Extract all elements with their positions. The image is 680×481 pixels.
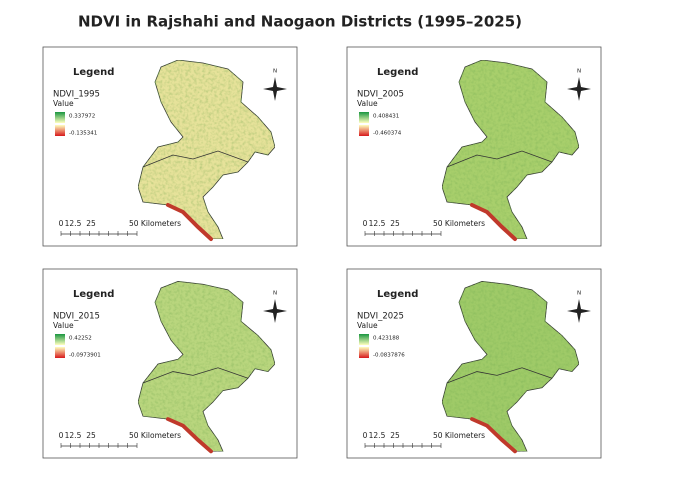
value-label: Value [357, 321, 378, 330]
ramp-high [55, 334, 65, 345]
north-label: N [273, 69, 277, 75]
value-label: Value [357, 99, 378, 108]
legend-low: -0.0837876 [373, 353, 405, 359]
river-bank [166, 417, 213, 454]
layer-name: NDVI_2005 [357, 90, 404, 100]
district-boundary [142, 150, 249, 168]
legend-high: 0.337972 [69, 114, 95, 120]
north-arrow [263, 299, 287, 323]
layer-name: NDVI_1995 [53, 90, 100, 100]
scale-label: 12.5 [65, 219, 82, 228]
ramp-high [359, 334, 369, 345]
district-area [441, 59, 580, 240]
legend-low: -0.0973901 [69, 353, 101, 359]
ramp-low [359, 347, 369, 358]
north-arrow [567, 299, 591, 323]
ramp-high [55, 112, 65, 123]
ramp-low [55, 347, 65, 358]
scale-label: 0 [363, 219, 368, 228]
legend-title: Legend [377, 289, 418, 300]
scale-label: 50 Kilometers [129, 431, 181, 440]
river-bank [470, 417, 517, 454]
ramp-high [359, 112, 369, 123]
north-arrow [263, 77, 287, 101]
value-label: Value [53, 321, 74, 330]
legend-low: -0.135341 [69, 131, 97, 137]
district-area [137, 59, 276, 240]
river-bank [470, 203, 517, 241]
north-arrow [567, 77, 591, 101]
district-map [137, 59, 276, 241]
scale-label: 50 Kilometers [129, 219, 181, 228]
north-label: N [577, 291, 581, 297]
ramp-low [359, 125, 369, 136]
district-area [441, 280, 580, 452]
value-label: Value [53, 99, 74, 108]
north-label: N [577, 69, 581, 75]
scale-label: 25 [390, 219, 400, 228]
district-map [441, 59, 580, 241]
scale-label: 0 [363, 431, 368, 440]
scale-label: 0 [59, 431, 64, 440]
district-boundary [446, 367, 553, 384]
north-label: N [273, 291, 277, 297]
legend-high: 0.423188 [373, 336, 400, 342]
scale-label: 12.5 [369, 219, 386, 228]
scale-label: 50 Kilometers [433, 219, 485, 228]
ramp-low [55, 125, 65, 136]
scale-label: 12.5 [65, 431, 82, 440]
river-bank [166, 203, 213, 241]
scale-label: 0 [59, 219, 64, 228]
legend-title: Legend [73, 289, 114, 300]
scale-label: 25 [86, 431, 96, 440]
district-boundary [446, 150, 553, 168]
scale-label: 50 Kilometers [433, 431, 485, 440]
district-map [441, 280, 580, 454]
legend-high: 0.42252 [69, 336, 92, 342]
scale-label: 25 [86, 219, 96, 228]
scale-label: 12.5 [369, 431, 386, 440]
district-boundary [142, 367, 249, 384]
legend-title: Legend [73, 67, 114, 78]
scale-label: 25 [390, 431, 400, 440]
legend-high: 0.408431 [373, 114, 399, 120]
figure-title: NDVI in Rajshahi and Naogaon Districts (… [78, 13, 522, 31]
district-map [137, 280, 276, 454]
legend-low: -0.460374 [373, 131, 402, 137]
layer-name: NDVI_2025 [357, 312, 404, 322]
legend-title: Legend [377, 67, 418, 78]
district-area [137, 280, 276, 452]
layer-name: NDVI_2015 [53, 312, 100, 322]
